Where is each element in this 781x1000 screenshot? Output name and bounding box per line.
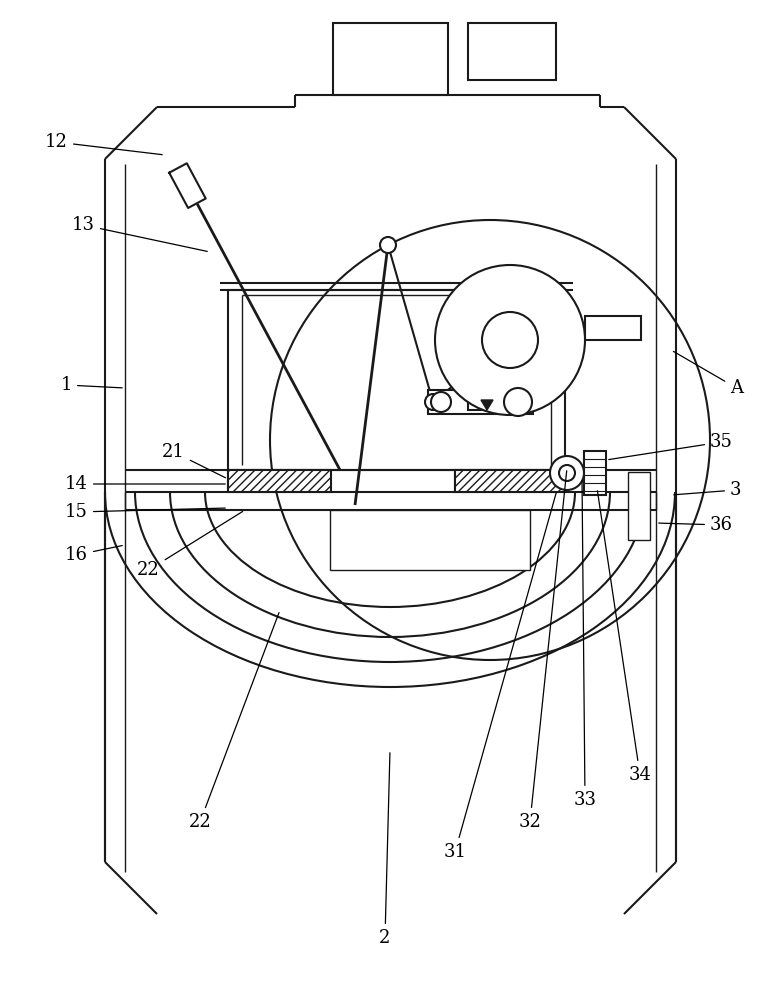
Bar [228,470,331,492]
Bar [468,23,556,80]
Circle shape [270,220,710,660]
Polygon shape [169,163,205,208]
Text: 22: 22 [137,511,243,579]
Text: 32: 32 [519,471,567,831]
Circle shape [559,465,575,481]
Circle shape [431,392,451,412]
Text: 36: 36 [659,516,733,534]
Text: 22: 22 [189,613,279,831]
Circle shape [380,237,396,253]
Text: 21: 21 [162,443,226,478]
Bar [585,316,641,340]
Bar [584,451,606,495]
Circle shape [435,265,585,415]
Text: 34: 34 [597,491,651,784]
Circle shape [482,312,538,368]
Text: 15: 15 [65,503,225,521]
Circle shape [550,456,584,490]
Text: A: A [673,351,743,397]
Text: 1: 1 [60,376,123,394]
Text: 31: 31 [444,493,556,861]
Polygon shape [481,400,493,410]
Bar [455,470,565,492]
Text: 35: 35 [608,433,733,460]
Text: 16: 16 [65,546,123,564]
Bar [428,390,533,414]
Circle shape [504,388,532,416]
Text: 14: 14 [65,475,225,493]
Text: 13: 13 [72,216,207,251]
Bar [468,392,488,410]
Text: 3: 3 [674,481,741,499]
Text: 33: 33 [573,481,597,809]
Bar [628,472,650,540]
Text: 12: 12 [45,133,162,155]
Circle shape [425,394,441,410]
Bar [333,23,448,95]
Text: 2: 2 [380,753,390,947]
Bar [330,510,530,570]
